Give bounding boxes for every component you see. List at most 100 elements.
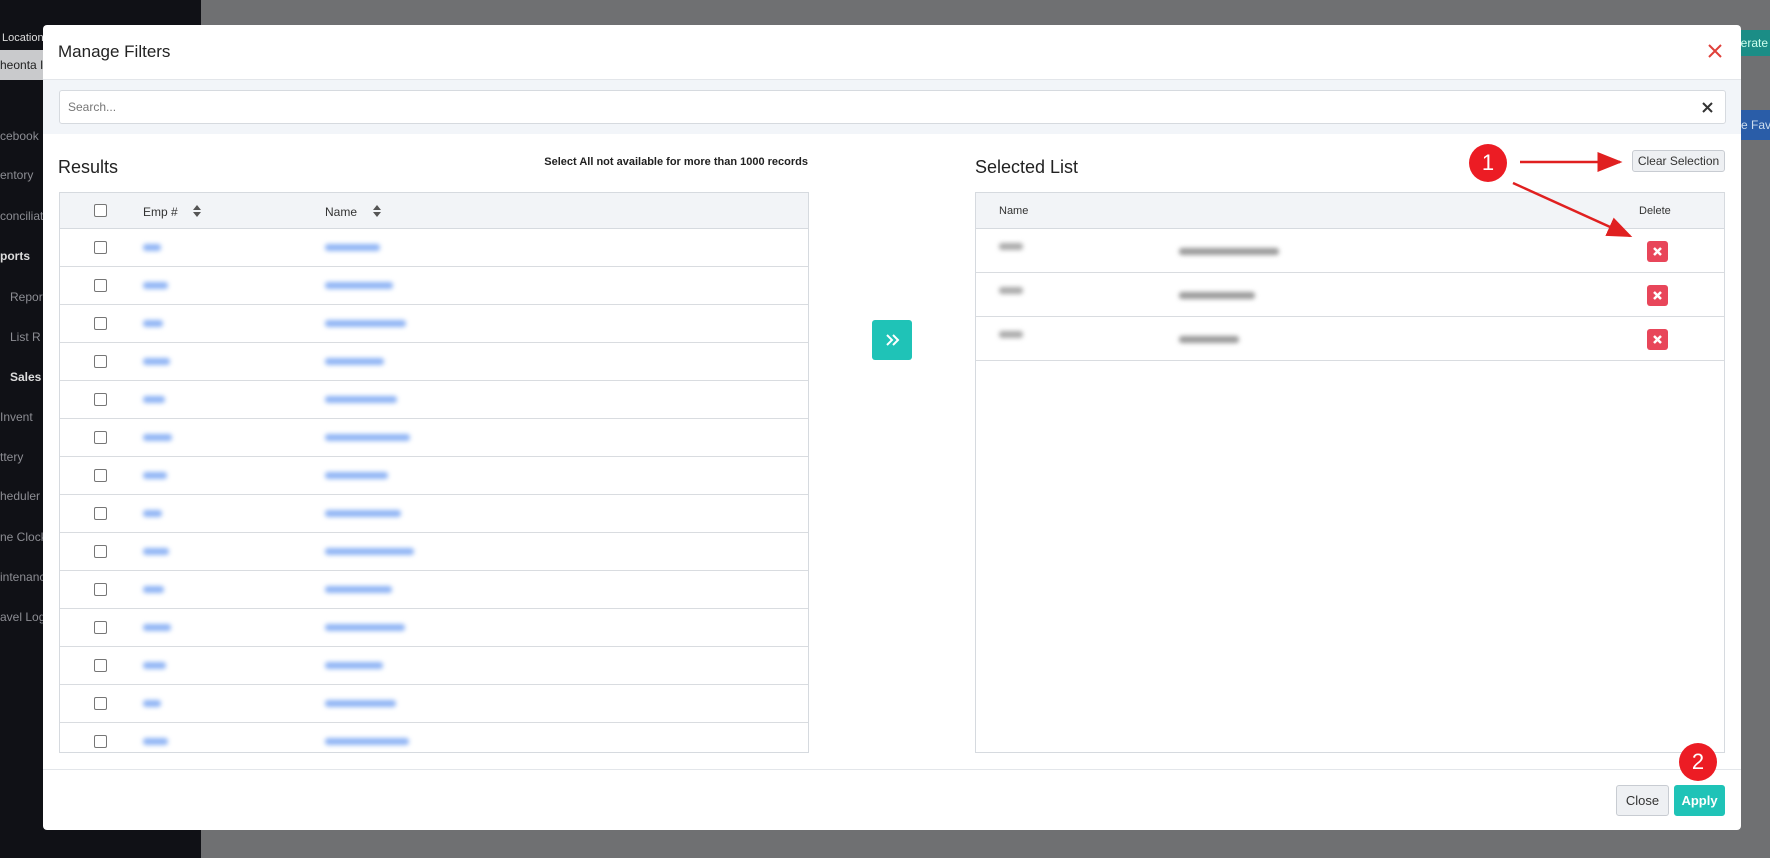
clear-selection-button[interactable]: Clear Selection xyxy=(1632,150,1725,172)
blurred-emp xyxy=(999,331,1023,338)
row-checkbox[interactable] xyxy=(94,279,107,292)
row-checkbox[interactable] xyxy=(94,545,107,558)
blurred-emp xyxy=(999,243,1023,250)
location-value: heonta I xyxy=(0,58,44,72)
blurred-emp xyxy=(143,282,168,289)
blurred-name xyxy=(325,624,405,631)
result-row xyxy=(60,647,808,685)
result-row xyxy=(60,381,808,419)
select-all-checkbox[interactable] xyxy=(94,204,107,217)
clear-search[interactable] xyxy=(1702,102,1713,113)
column-header: Delete xyxy=(1639,205,1671,217)
blurred-emp xyxy=(143,396,165,403)
sidebar-item[interactable]: avel Log xyxy=(0,610,46,624)
close-icon[interactable] xyxy=(1707,43,1723,59)
result-row xyxy=(60,609,808,647)
sidebar-item[interactable]: heduler xyxy=(0,489,41,503)
annotation-badge xyxy=(1469,144,1507,182)
delete-button[interactable] xyxy=(1647,285,1668,306)
selected-title: Selected List xyxy=(975,157,1079,177)
row-checkbox[interactable] xyxy=(94,583,107,596)
blurred-name xyxy=(325,282,393,289)
blurred-name xyxy=(325,434,410,441)
blurred-emp xyxy=(143,434,172,441)
transfer-icon xyxy=(886,334,900,346)
blurred-emp xyxy=(143,624,171,631)
blurred-emp xyxy=(999,287,1023,294)
bg-button: e Fav xyxy=(1741,110,1770,140)
delete-icon xyxy=(1653,291,1662,300)
divider xyxy=(43,769,1741,770)
row-checkbox[interactable] xyxy=(94,393,107,406)
sidebar-item[interactable]: cebook xyxy=(0,129,39,143)
search-band: Search... xyxy=(43,80,1741,134)
delete-icon xyxy=(1653,247,1662,256)
apply-button[interactable]: Apply xyxy=(1674,785,1725,816)
blurred-emp xyxy=(143,358,170,365)
blurred-emp xyxy=(143,662,166,669)
row-checkbox[interactable] xyxy=(94,355,107,368)
row-checkbox[interactable] xyxy=(94,659,107,672)
column-header[interactable]: Name xyxy=(325,205,358,219)
column-header: Name xyxy=(999,205,1029,217)
blurred-name xyxy=(325,510,401,517)
result-row xyxy=(60,419,808,457)
sidebar-item[interactable]: List R xyxy=(10,330,41,344)
row-checkbox[interactable] xyxy=(94,469,107,482)
result-row xyxy=(60,267,808,305)
result-row xyxy=(60,571,808,609)
location-select[interactable]: heonta I xyxy=(0,50,48,80)
blurred-name xyxy=(1179,336,1239,343)
result-row xyxy=(60,495,808,533)
result-row xyxy=(60,343,808,381)
delete-button[interactable] xyxy=(1647,241,1668,262)
sidebar-item[interactable]: ttery xyxy=(0,450,24,464)
selected-row xyxy=(976,229,1724,273)
row-checkbox[interactable] xyxy=(94,241,107,254)
blurred-emp xyxy=(143,700,161,707)
bg-button-text: e Fav xyxy=(1741,118,1770,132)
row-checkbox[interactable] xyxy=(94,697,107,710)
blurred-emp xyxy=(143,510,162,517)
transfer-button[interactable] xyxy=(872,320,912,360)
annotation-number: 2 xyxy=(1692,749,1704,774)
row-checkbox[interactable] xyxy=(94,621,107,634)
sidebar-item[interactable]: Invent xyxy=(0,410,33,424)
blurred-name xyxy=(1179,292,1255,299)
selected-table: Name Delete xyxy=(975,192,1725,753)
sidebar-item[interactable]: Sales xyxy=(10,370,42,384)
modal: Manage Filters Search... Results Select … xyxy=(43,25,1741,830)
sidebar-item[interactable]: Repor xyxy=(10,290,43,304)
row-checkbox[interactable] xyxy=(94,507,107,520)
search-input[interactable]: Search... xyxy=(59,90,1726,124)
row-checkbox[interactable] xyxy=(94,735,107,748)
blurred-name xyxy=(325,548,414,555)
sidebar-item[interactable]: ports xyxy=(0,249,30,263)
blurred-name xyxy=(325,244,380,251)
row-checkbox[interactable] xyxy=(94,431,107,444)
sidebar-item[interactable]: conciliati xyxy=(0,209,47,223)
blurred-name xyxy=(1179,248,1279,255)
row-checkbox[interactable] xyxy=(94,317,107,330)
results-title: Results xyxy=(58,157,119,177)
results-note: Select All not available for more than 1… xyxy=(544,156,808,168)
sort-icon xyxy=(193,205,201,217)
sidebar-item[interactable]: intenanc xyxy=(0,570,46,584)
result-row xyxy=(60,723,808,752)
sidebar-item[interactable]: ne Clock xyxy=(0,530,47,544)
divider xyxy=(43,79,1741,80)
blurred-name xyxy=(325,472,388,479)
location-label: Location xyxy=(2,32,44,44)
sidebar-item[interactable]: entory xyxy=(0,168,34,182)
delete-button[interactable] xyxy=(1647,329,1668,350)
selected-row xyxy=(976,273,1724,317)
result-row xyxy=(60,229,808,267)
bg-button-text: herate xyxy=(1734,36,1769,50)
result-row xyxy=(60,305,808,343)
column-header[interactable]: Emp # xyxy=(143,205,178,219)
blurred-name xyxy=(325,662,383,669)
close-button[interactable]: Close xyxy=(1616,785,1669,816)
search-placeholder: Search... xyxy=(68,100,117,114)
